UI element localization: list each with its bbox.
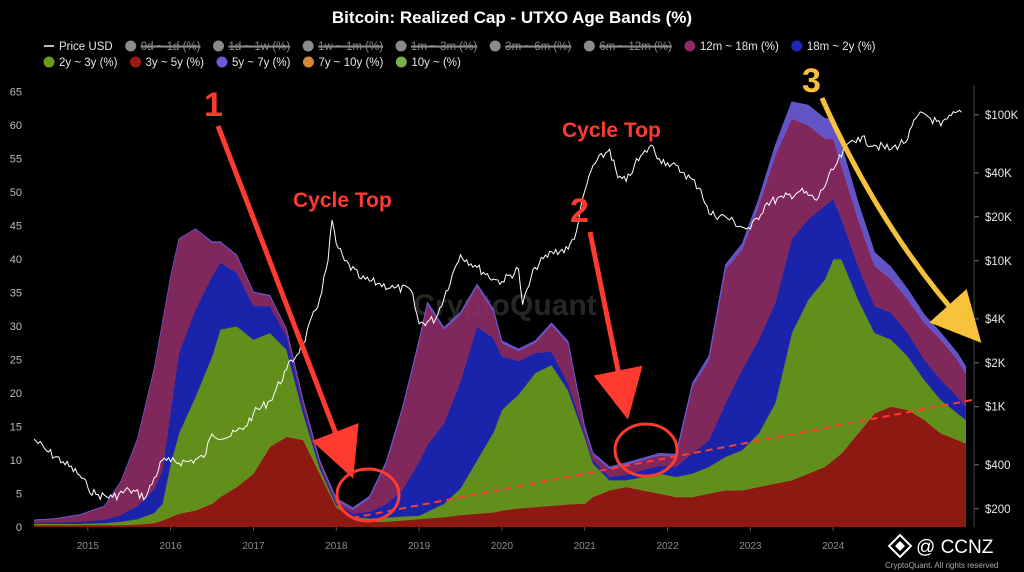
legend-item[interactable]: 3y ~ 5y (%) bbox=[129, 56, 204, 70]
y-tick-label: 10 bbox=[10, 455, 22, 467]
right-tick-label: $100K bbox=[985, 110, 1019, 122]
y-tick-label: 55 bbox=[10, 154, 22, 166]
legend-dot-swatch bbox=[395, 56, 407, 68]
cycle-top-label-1: Cycle Top bbox=[293, 189, 392, 212]
y-tick-label: 25 bbox=[10, 355, 22, 367]
x-tick-label: 2023 bbox=[739, 541, 762, 552]
legend: Price USD 0d ~ 1d (%) 1d ~ 1w (%) 1w ~ 1m (… bbox=[43, 40, 876, 70]
legend-label: 3y ~ 5y (%) bbox=[145, 57, 204, 69]
legend-item[interactable]: 7y ~ 10y (%) bbox=[302, 56, 384, 70]
legend-dot-swatch bbox=[791, 40, 803, 52]
x-tick-label: 2015 bbox=[77, 541, 100, 552]
x-tick-label: 2024 bbox=[822, 541, 845, 552]
legend-item[interactable]: 1w ~ 1m (%) bbox=[302, 40, 384, 54]
legend-label: 3m ~ 6m (%) bbox=[505, 41, 571, 53]
legend-label: 1d ~ 1w (%) bbox=[228, 41, 290, 53]
y-axis-right: $100K $40K $20K $10K $4K $2K $1K $400 $200 bbox=[974, 110, 1019, 516]
price-layer bbox=[34, 109, 962, 502]
arrow-3 bbox=[819, 96, 982, 343]
legend-item[interactable]: 6m ~ 12m (%) bbox=[583, 40, 672, 54]
chart-title: Bitcoin: Realized Cap - UTXO Age Bands (… bbox=[332, 8, 692, 27]
right-tick-label: $2K bbox=[985, 358, 1006, 370]
legend-dot-swatch bbox=[489, 40, 501, 52]
legend-dot-swatch bbox=[302, 56, 314, 68]
highlight-circle-2 bbox=[613, 422, 679, 478]
legend-label: 1w ~ 1m (%) bbox=[318, 41, 383, 53]
legend-dot-swatch bbox=[302, 40, 314, 52]
legend-dot-swatch bbox=[43, 56, 55, 68]
legend-dot-swatch bbox=[583, 40, 595, 52]
legend-label: 5y ~ 7y (%) bbox=[232, 57, 291, 69]
legend-item[interactable]: 1d ~ 1w (%) bbox=[212, 40, 290, 54]
legend-label: 1m ~ 3m (%) bbox=[411, 41, 477, 53]
legend-item[interactable]: 10y ~ (%) bbox=[395, 56, 461, 70]
legend-item[interactable]: 12m ~ 18m (%) bbox=[684, 40, 779, 54]
highlight-circle-1 bbox=[335, 467, 401, 523]
right-tick-label: $1K bbox=[985, 402, 1006, 414]
legend-item[interactable]: 2y ~ 3y (%) bbox=[43, 56, 118, 70]
x-tick-label: 2020 bbox=[491, 541, 514, 552]
right-tick-label: $10K bbox=[985, 256, 1012, 268]
right-tick-label: $400 bbox=[985, 460, 1011, 472]
cycle-top-label-2: Cycle Top bbox=[562, 119, 661, 142]
legend-label: 10y ~ (%) bbox=[411, 57, 461, 69]
legend-item[interactable]: 1m ~ 3m (%) bbox=[395, 40, 478, 54]
legend-label: Price USD bbox=[59, 41, 113, 53]
legend-item[interactable]: 18m ~ 2y (%) bbox=[791, 40, 876, 54]
legend-dot-swatch bbox=[129, 56, 141, 68]
watermark: CryptoQuant bbox=[413, 289, 596, 322]
legend-label: 0d ~ 1d (%) bbox=[141, 41, 201, 53]
legend-label: 2y ~ 3y (%) bbox=[59, 57, 118, 69]
legend-item[interactable]: 3m ~ 6m (%) bbox=[489, 40, 572, 54]
legend-item[interactable]: Price USD bbox=[44, 41, 113, 53]
area-series-4 bbox=[34, 101, 966, 521]
legend-dot-swatch bbox=[125, 40, 137, 52]
y-axis-left: 0 5 10 15 20 25 30 35 40 45 50 55 60 65 bbox=[10, 87, 22, 534]
legend-dot-swatch bbox=[395, 40, 407, 52]
right-tick-label: $4K bbox=[985, 314, 1006, 326]
legend-item[interactable]: 5y ~ 7y (%) bbox=[216, 56, 291, 70]
y-tick-label: 50 bbox=[10, 187, 22, 199]
arrow-2 bbox=[587, 231, 643, 420]
y-tick-label: 30 bbox=[10, 321, 22, 333]
x-tick-label: 2019 bbox=[408, 541, 431, 552]
legend-label: 6m ~ 12m (%) bbox=[599, 41, 672, 53]
footer-copyright: CryptoQuant. All rights reserved bbox=[885, 561, 998, 570]
right-tick-label: $40K bbox=[985, 168, 1012, 180]
legend-dot-swatch bbox=[216, 56, 228, 68]
y-tick-label: 0 bbox=[16, 522, 22, 534]
y-tick-label: 40 bbox=[10, 254, 22, 266]
legend-label: 18m ~ 2y (%) bbox=[807, 41, 876, 53]
legend-dot-swatch bbox=[684, 40, 696, 52]
legend-label: 7y ~ 10y (%) bbox=[318, 57, 383, 69]
y-tick-label: 5 bbox=[16, 489, 22, 501]
annotation-number-3: 3 bbox=[802, 62, 821, 100]
arrow-1 bbox=[215, 125, 359, 479]
y-tick-label: 35 bbox=[10, 288, 22, 300]
x-tick-label: 2022 bbox=[656, 541, 679, 552]
brand-label: @ CCNZ bbox=[916, 537, 994, 558]
right-tick-label: $200 bbox=[985, 504, 1011, 516]
price-usd-line bbox=[34, 109, 962, 502]
y-tick-label: 20 bbox=[10, 388, 22, 400]
brand-logo-icon bbox=[887, 533, 913, 559]
y-tick-label: 60 bbox=[10, 120, 22, 132]
x-tick-label: 2017 bbox=[242, 541, 265, 552]
legend-dot-swatch bbox=[212, 40, 224, 52]
legend-label: 12m ~ 18m (%) bbox=[700, 41, 779, 53]
right-tick-label: $20K bbox=[985, 212, 1012, 224]
x-axis: 2015 2016 2017 2018 2019 2020 2021 2022 2023 2024 bbox=[77, 527, 845, 552]
x-tick-label: 2018 bbox=[325, 541, 348, 552]
annotation-number-1: 1 bbox=[204, 86, 223, 124]
x-tick-label: 2016 bbox=[160, 541, 183, 552]
y-tick-label: 65 bbox=[10, 87, 22, 99]
trend-line bbox=[351, 399, 973, 519]
annotation-number-2: 2 bbox=[570, 192, 589, 230]
y-tick-label: 15 bbox=[10, 422, 22, 434]
x-tick-label: 2021 bbox=[574, 541, 597, 552]
legend-item[interactable]: 0d ~ 1d (%) bbox=[125, 40, 201, 54]
y-tick-label: 45 bbox=[10, 221, 22, 233]
stacked-areas bbox=[34, 101, 966, 527]
